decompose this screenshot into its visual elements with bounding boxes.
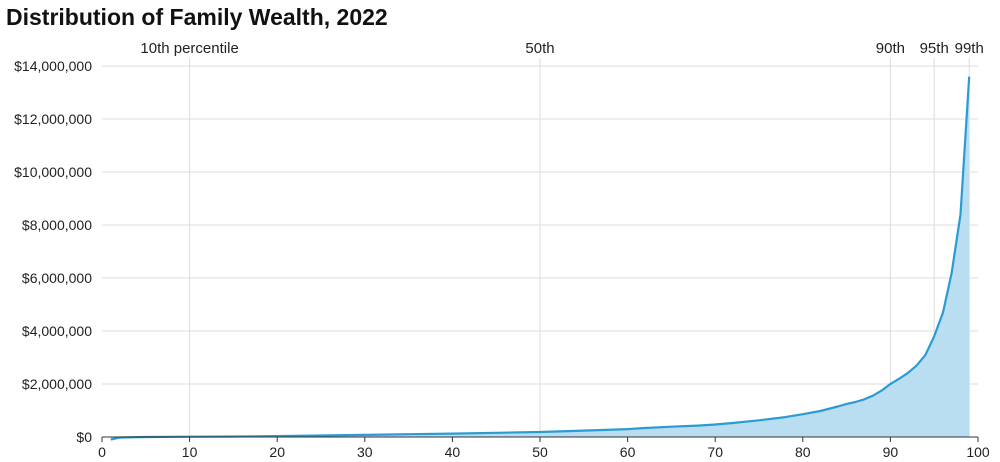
percentile-label: 99th <box>955 40 984 57</box>
y-tick-label: $10,000,000 <box>14 164 92 180</box>
x-tick-label: 90 <box>883 444 899 460</box>
y-tick-label: $12,000,000 <box>14 111 92 127</box>
tick-labels: $0 $2,000,000 $4,000,000 $6,000,000 $8,000,0… <box>14 40 990 460</box>
chart-title: Distribution of Family Wealth, 2022 <box>6 4 388 30</box>
x-tick-label: 60 <box>620 444 636 460</box>
percentile-reference-lines <box>189 58 970 437</box>
percentile-label: 95th <box>920 40 949 57</box>
x-tick-label: 70 <box>707 444 723 460</box>
x-tick-label: 10 <box>182 444 198 460</box>
x-tick-label: 0 <box>98 444 106 460</box>
wealth-area <box>110 76 971 441</box>
x-tick-label: 50 <box>532 444 548 460</box>
percentile-label: 90th <box>876 40 905 57</box>
percentile-label: 50th <box>525 40 554 57</box>
x-tick-label: 100 <box>966 444 990 460</box>
y-tick-label: $2,000,000 <box>22 376 92 392</box>
y-tick-label: $8,000,000 <box>22 217 92 233</box>
y-tick-label: $6,000,000 <box>22 270 92 286</box>
wealth-line <box>110 76 971 441</box>
x-tick-label: 80 <box>795 444 811 460</box>
y-tick-label: $0 <box>76 429 92 445</box>
y-tick-label: $4,000,000 <box>22 323 92 339</box>
axes <box>101 436 979 442</box>
wealth-area-fill <box>110 76 970 440</box>
x-tick-label: 40 <box>445 444 461 460</box>
x-tick-label: 30 <box>357 444 373 460</box>
y-tick-label: $14,000,000 <box>14 58 92 74</box>
x-tick-label: 20 <box>269 444 285 460</box>
percentile-label: 10th percentile <box>140 40 238 57</box>
